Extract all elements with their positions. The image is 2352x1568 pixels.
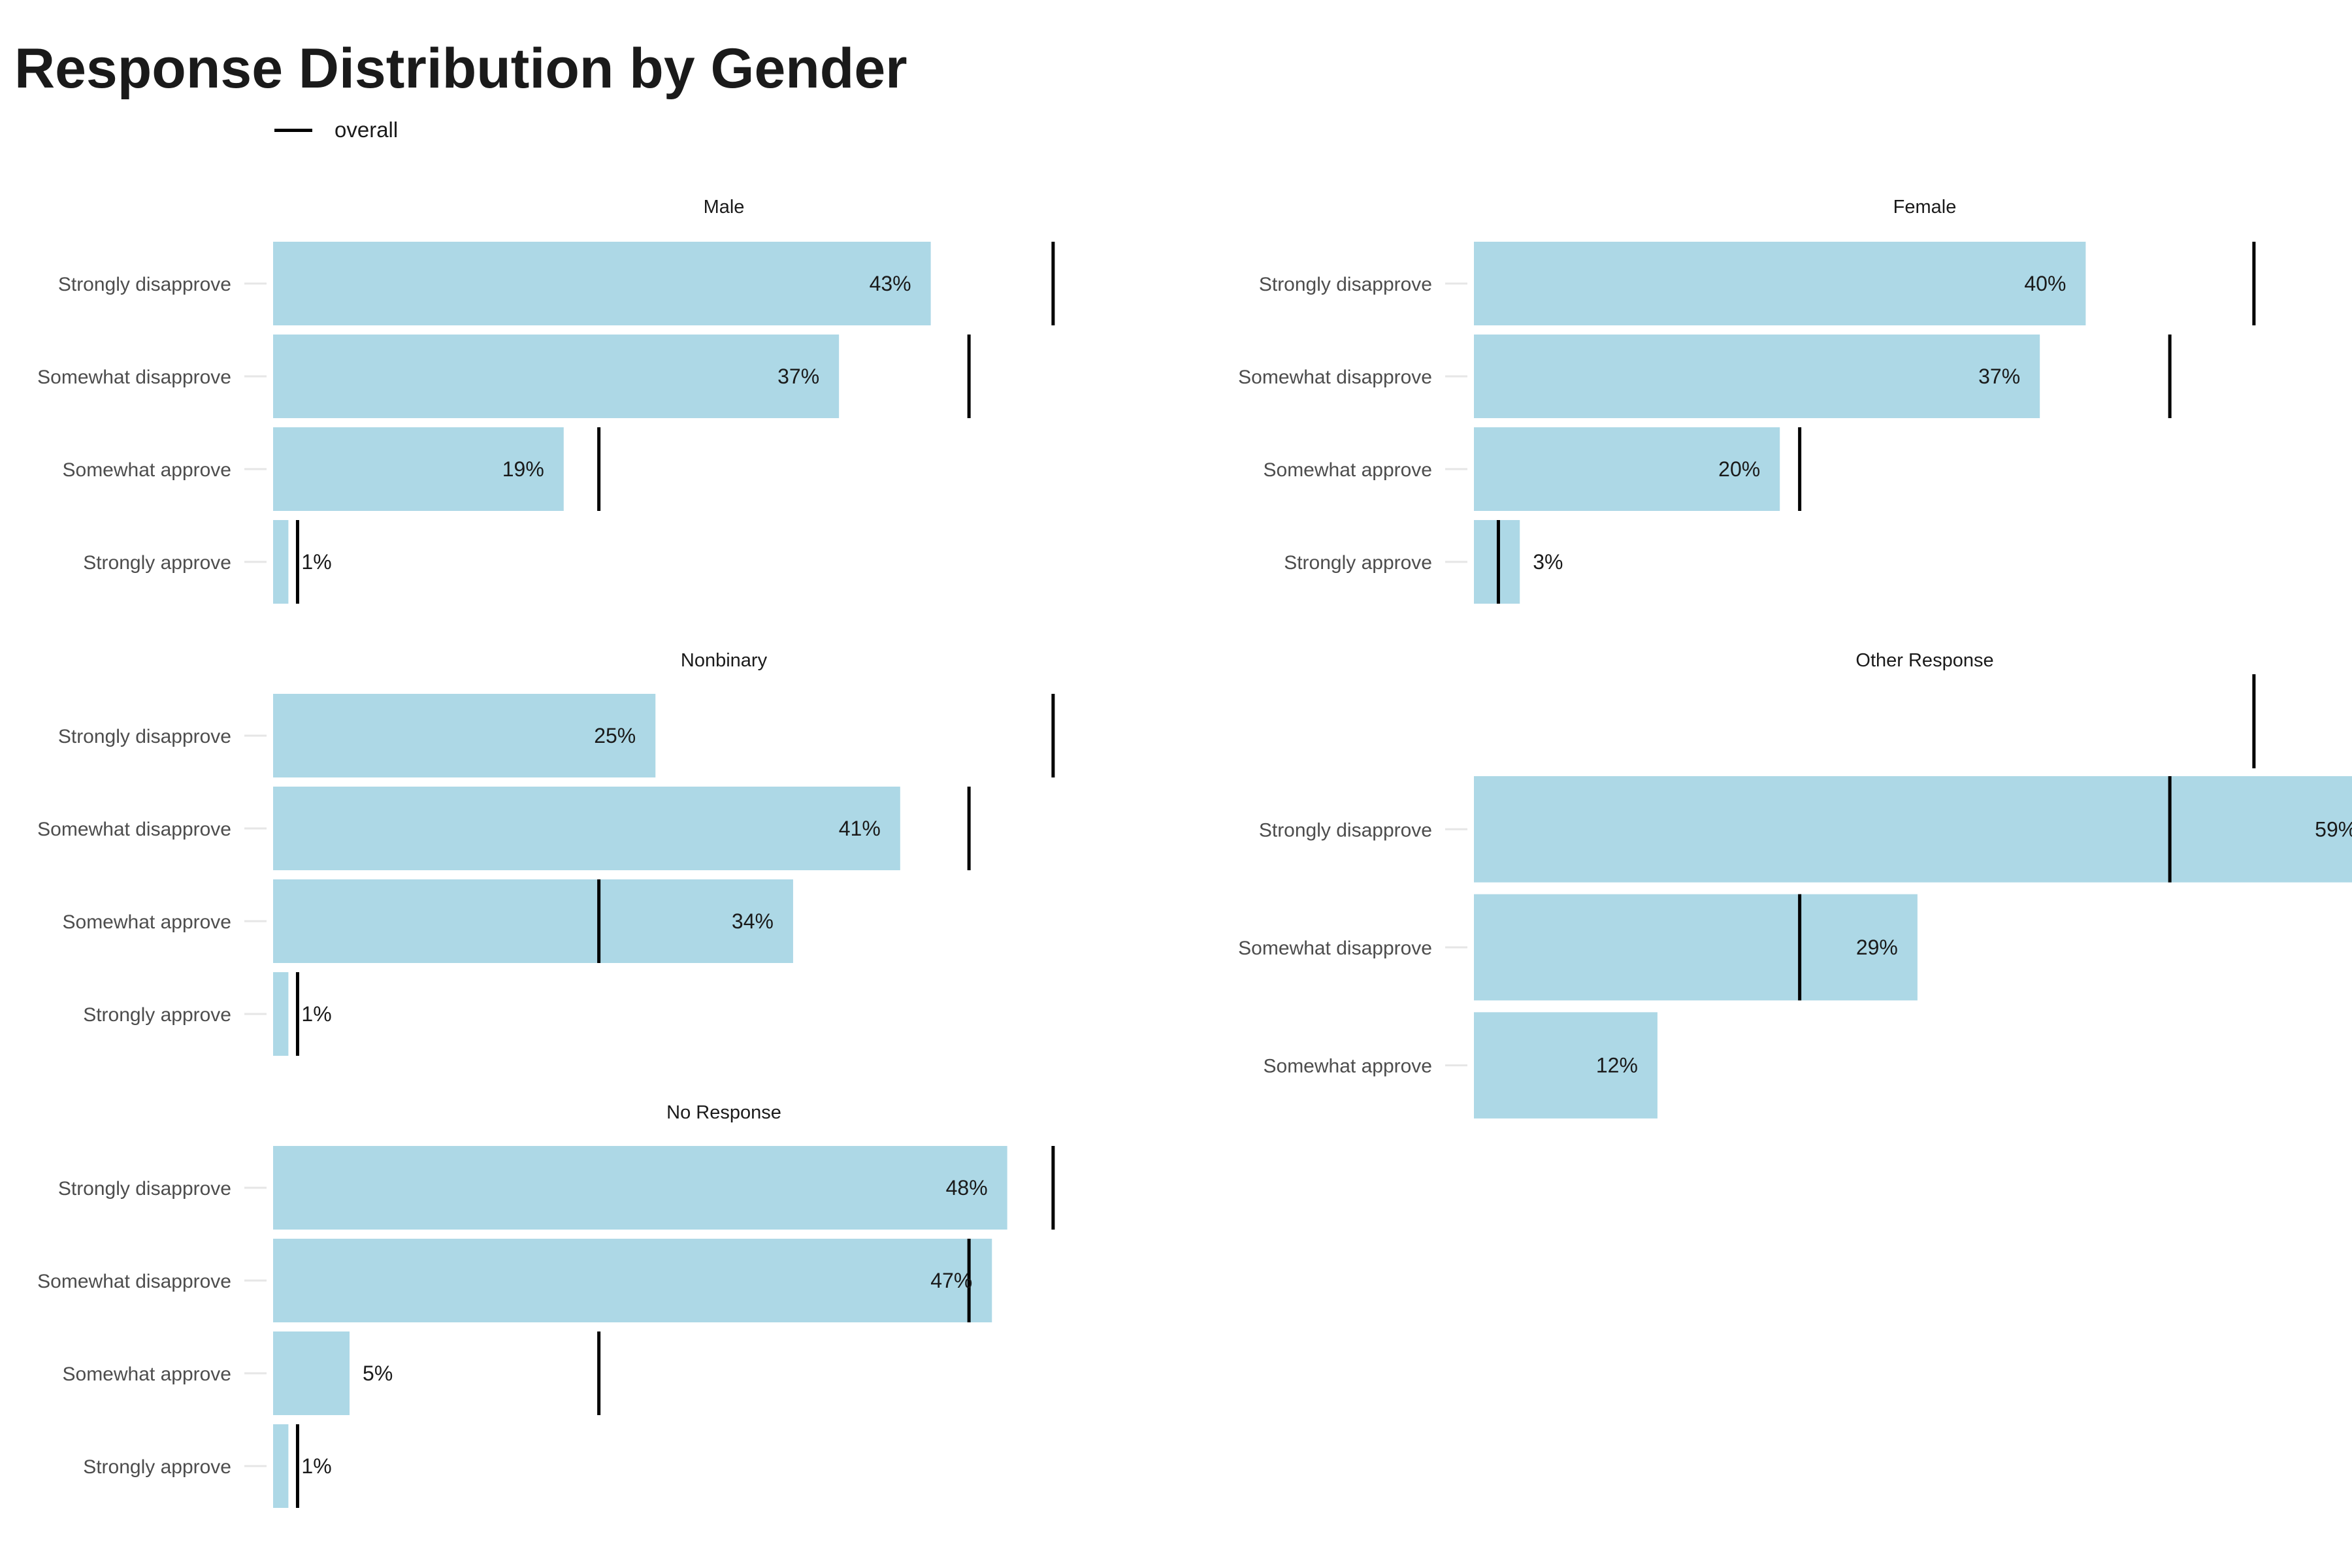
bar-nonbinary-strongly-disapprove	[273, 694, 656, 777]
legend-overall-line-swatch	[274, 128, 312, 132]
category-label-male-somewhat-disapprove: Somewhat disapprove	[37, 367, 231, 388]
value-label-female-strongly-approve: 3%	[1533, 550, 1563, 574]
value-label-male-somewhat-disapprove: 37%	[777, 365, 819, 388]
category-label-other-response-strongly-disapprove: Strongly disapprove	[1259, 819, 1432, 841]
chart-title: Response Distribution by Gender	[14, 37, 907, 100]
category-label-female-strongly-disapprove: Strongly disapprove	[1259, 274, 1432, 295]
category-label-no-response-strongly-approve: Strongly approve	[83, 1456, 231, 1478]
facet-title-female: Female	[1893, 197, 1957, 218]
category-label-no-response-somewhat-disapprove: Somewhat disapprove	[37, 1271, 231, 1292]
value-label-female-somewhat-approve: 20%	[1718, 457, 1760, 481]
bar-other-response-somewhat-approve	[1474, 1012, 1658, 1119]
bar-nonbinary-strongly-approve	[273, 972, 289, 1056]
value-label-other-response-strongly-disapprove: 59%	[2315, 817, 2352, 841]
bar-male-somewhat-disapprove	[273, 335, 840, 418]
value-label-male-somewhat-approve: 19%	[502, 457, 544, 481]
value-label-other-response-somewhat-disapprove: 29%	[1856, 936, 1898, 959]
legend-overall-label: overall	[335, 118, 399, 142]
bar-nonbinary-somewhat-disapprove	[273, 787, 900, 870]
category-label-female-somewhat-approve: Somewhat approve	[1264, 459, 1433, 481]
value-label-nonbinary-strongly-disapprove: 25%	[594, 724, 636, 747]
category-label-nonbinary-somewhat-approve: Somewhat approve	[63, 911, 232, 933]
bar-other-response-strongly-disapprove	[1474, 776, 2352, 883]
category-label-nonbinary-strongly-disapprove: Strongly disapprove	[58, 726, 231, 747]
category-label-no-response-somewhat-approve: Somewhat approve	[63, 1364, 232, 1385]
value-label-other-response-somewhat-approve: 12%	[1596, 1054, 1638, 1077]
value-label-nonbinary-somewhat-disapprove: 41%	[839, 817, 881, 840]
bar-no-response-strongly-approve	[273, 1424, 289, 1508]
value-label-female-strongly-disapprove: 40%	[2024, 272, 2066, 295]
category-label-male-strongly-disapprove: Strongly disapprove	[58, 274, 231, 295]
bar-other-response-somewhat-disapprove	[1474, 894, 1918, 1001]
bar-male-strongly-approve	[273, 520, 289, 604]
value-label-no-response-somewhat-disapprove: 47%	[930, 1269, 972, 1292]
legend: overall	[274, 115, 398, 145]
value-label-no-response-strongly-disapprove: 48%	[946, 1176, 988, 1200]
bar-male-somewhat-approve	[273, 427, 564, 511]
category-label-other-response-somewhat-approve: Somewhat approve	[1264, 1056, 1433, 1077]
category-label-female-somewhat-disapprove: Somewhat disapprove	[1238, 367, 1432, 388]
facet-title-male: Male	[704, 197, 745, 218]
bar-no-response-strongly-disapprove	[273, 1146, 1007, 1230]
category-label-male-somewhat-approve: Somewhat approve	[63, 459, 232, 481]
facet-title-other-response: Other Response	[1855, 650, 1993, 671]
value-label-male-strongly-disapprove: 43%	[870, 272, 911, 295]
bar-female-somewhat-approve	[1474, 427, 1780, 511]
category-label-other-response-somewhat-disapprove: Somewhat disapprove	[1238, 938, 1432, 959]
category-label-nonbinary-strongly-approve: Strongly approve	[83, 1004, 231, 1026]
bar-female-strongly-disapprove	[1474, 242, 2086, 325]
bar-male-strongly-disapprove	[273, 242, 931, 325]
value-label-no-response-somewhat-approve: 5%	[363, 1362, 393, 1385]
category-label-female-strongly-approve: Strongly approve	[1284, 552, 1432, 574]
value-label-female-somewhat-disapprove: 37%	[1978, 365, 2020, 388]
facet-title-no-response: No Response	[666, 1102, 781, 1123]
value-label-nonbinary-somewhat-approve: 34%	[732, 909, 774, 933]
value-label-no-response-strongly-approve: 1%	[301, 1454, 331, 1478]
bar-female-somewhat-disapprove	[1474, 335, 2040, 418]
bar-nonbinary-somewhat-approve	[273, 879, 793, 963]
category-label-no-response-strongly-disapprove: Strongly disapprove	[58, 1178, 231, 1200]
category-label-male-strongly-approve: Strongly approve	[83, 552, 231, 574]
facet-title-nonbinary: Nonbinary	[681, 650, 768, 671]
value-label-nonbinary-strongly-approve: 1%	[301, 1002, 331, 1026]
category-label-nonbinary-somewhat-disapprove: Somewhat disapprove	[37, 819, 231, 840]
value-label-male-strongly-approve: 1%	[301, 550, 331, 574]
bar-no-response-somewhat-disapprove	[273, 1239, 992, 1322]
bar-no-response-somewhat-approve	[273, 1331, 350, 1415]
